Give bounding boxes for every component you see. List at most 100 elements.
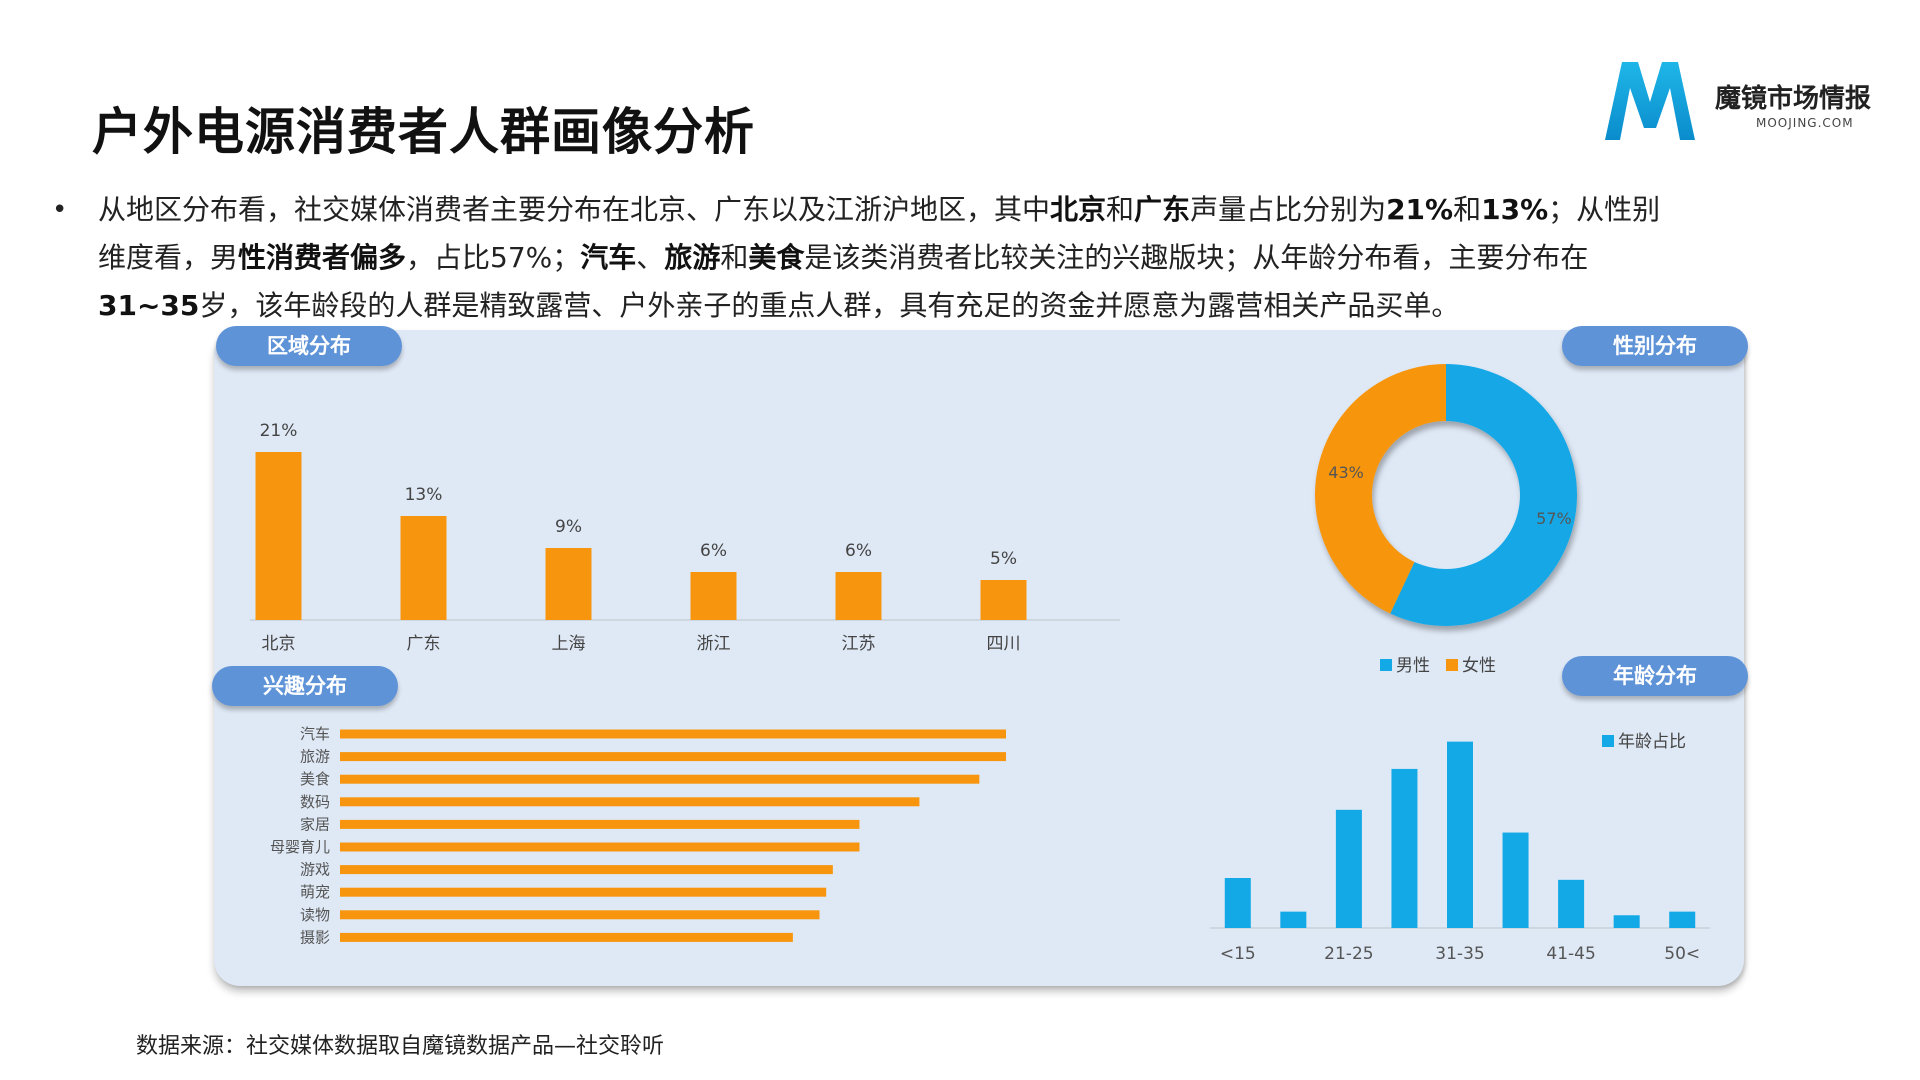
tag-interest: 兴趣分布	[212, 666, 398, 706]
summary-segment: ，占比57%；	[406, 241, 581, 274]
interest-bar	[340, 910, 820, 920]
age-bar	[1558, 879, 1585, 928]
interest-bar	[340, 752, 1006, 762]
gender-legend-swatch	[1380, 659, 1392, 671]
summary-segment: 、	[636, 241, 665, 274]
summary-segment: 13%	[1481, 193, 1549, 226]
region-value-label: 13%	[405, 485, 443, 505]
summary-segment: 从地区分布看，社交媒体消费者主要分布在北京、广东以及江浙沪地区，其中	[98, 193, 1051, 226]
age-bar	[1447, 741, 1473, 928]
region-category-label: 北京	[262, 634, 296, 654]
interest-bar	[340, 932, 793, 942]
region-bar	[400, 516, 447, 620]
summary-segment: 21%	[1386, 193, 1454, 226]
age-bar	[1502, 832, 1529, 928]
region-category-label: 四川	[987, 634, 1021, 654]
gender-donut-chart: 57% 43% 男性 女性	[1315, 364, 1577, 676]
summary-segment: 和	[1106, 193, 1135, 226]
age-tick-label: 50<	[1664, 944, 1700, 964]
region-bar-chart: 21% 北京 13% 广东 9% 上海 6% 浙江 6% 江苏 5% 四川	[250, 421, 1120, 654]
gender-slice-label: 57%	[1536, 509, 1572, 528]
age-tick-label: 31-35	[1435, 944, 1484, 964]
interest-category-label: 摄影	[300, 928, 330, 946]
interest-bar	[340, 797, 920, 807]
logo-name: 魔镜市场情报	[1715, 84, 1872, 114]
age-bar	[1280, 911, 1307, 928]
region-category-label: 江苏	[842, 634, 876, 654]
interest-bar	[340, 819, 860, 829]
interest-category-label: 游戏	[300, 861, 330, 879]
logo-icon	[1605, 62, 1695, 140]
age-bar	[1391, 768, 1418, 928]
interest-bar	[340, 729, 1006, 739]
region-bar	[255, 452, 302, 620]
interest-category-label: 旅游	[300, 748, 330, 766]
gender-slice	[1390, 364, 1577, 626]
region-bar	[980, 580, 1027, 620]
region-bar	[690, 572, 737, 620]
age-tick-label: 41-45	[1546, 944, 1595, 964]
gender-legend-swatch	[1446, 659, 1458, 671]
region-value-label: 21%	[260, 421, 298, 441]
age-bar	[1669, 911, 1696, 928]
region-bar	[835, 572, 882, 620]
summary-segment: 维度看，男	[98, 241, 239, 274]
age-tick-label: 21-25	[1324, 944, 1373, 964]
gender-legend-label: 男性	[1396, 656, 1430, 676]
summary-segment: 北京	[1050, 193, 1107, 226]
summary-segment: 是该类消费者比较关注的兴趣版块；从年龄分布看，主要分布在	[804, 241, 1589, 274]
tag-region: 区域分布	[216, 326, 402, 366]
age-tick-label: <15	[1220, 944, 1256, 964]
summary-segment: 声量占比分别为	[1190, 193, 1387, 226]
interest-category-label: 母婴育儿	[270, 838, 330, 856]
gender-legend-label: 女性	[1462, 656, 1496, 676]
summary-segment: 31~35	[98, 289, 200, 322]
summary-segment: 岁，该年龄段的人群是精致露营、户外亲子的重点人群，具有充足的资金并愿意为露营相关…	[199, 289, 1460, 322]
logo-subtitle: MOOJING.COM	[1756, 116, 1854, 130]
gender-slice-label: 43%	[1328, 463, 1364, 482]
age-bar	[1613, 915, 1640, 928]
interest-bar	[340, 887, 827, 897]
region-category-label: 广东	[407, 634, 441, 654]
footnote-source: 数据来源：社交媒体数据取自魔镜数据产品—社交聆听	[136, 1034, 665, 1059]
gender-slice	[1315, 364, 1446, 614]
summary-segment: 和	[1453, 193, 1482, 226]
interest-category-label: 家居	[300, 815, 330, 833]
summary-segment: 和	[720, 241, 749, 274]
gender-donut-group	[1315, 364, 1577, 626]
interest-category-label: 萌宠	[300, 883, 330, 901]
age-bar	[1335, 809, 1362, 928]
summary-segment: 性消费者偏多	[238, 241, 407, 274]
region-value-label: 6%	[845, 541, 872, 561]
summary-segment: 美食	[748, 241, 805, 274]
age-bar-chart: <15 21-25 31-35 41-45 50< 年龄占比	[1210, 732, 1710, 964]
region-category-label: 上海	[552, 634, 586, 654]
region-bar	[545, 548, 592, 620]
interest-bar	[340, 865, 833, 875]
region-category-label: 浙江	[697, 634, 731, 654]
summary-segment: 旅游	[664, 241, 721, 274]
interest-bar	[340, 774, 980, 784]
interest-category-label: 读物	[300, 906, 330, 924]
interest-category-label: 数码	[300, 793, 330, 811]
summary-segment: 广东	[1134, 193, 1191, 226]
interest-bar	[340, 842, 860, 852]
age-legend-label: 年龄占比	[1618, 732, 1686, 752]
summary-line-1: 从地区分布看，社交媒体消费者主要分布在北京、广东以及江浙沪地区，其中北京和广东声…	[98, 186, 1818, 234]
summary-segment: ；从性别	[1548, 193, 1661, 226]
tag-gender: 性别分布	[1562, 326, 1748, 366]
summary-text: • 从地区分布看，社交媒体消费者主要分布在北京、广东以及江浙沪地区，其中北京和广…	[52, 186, 1818, 330]
region-value-label: 5%	[990, 549, 1017, 569]
page-title: 户外电源消费者人群画像分析	[92, 103, 755, 161]
interest-category-label: 美食	[300, 770, 330, 788]
summary-segment: 汽车	[580, 241, 637, 274]
summary-line-3: 31~35岁，该年龄段的人群是精致露营、户外亲子的重点人群，具有充足的资金并愿意…	[98, 282, 1818, 330]
interest-category-label: 汽车	[300, 725, 330, 743]
region-value-label: 9%	[555, 517, 582, 537]
age-bar	[1224, 878, 1251, 928]
region-value-label: 6%	[700, 541, 727, 561]
bullet-icon: •	[52, 195, 68, 225]
tag-age: 年龄分布	[1562, 656, 1748, 696]
age-legend-swatch	[1602, 735, 1614, 747]
